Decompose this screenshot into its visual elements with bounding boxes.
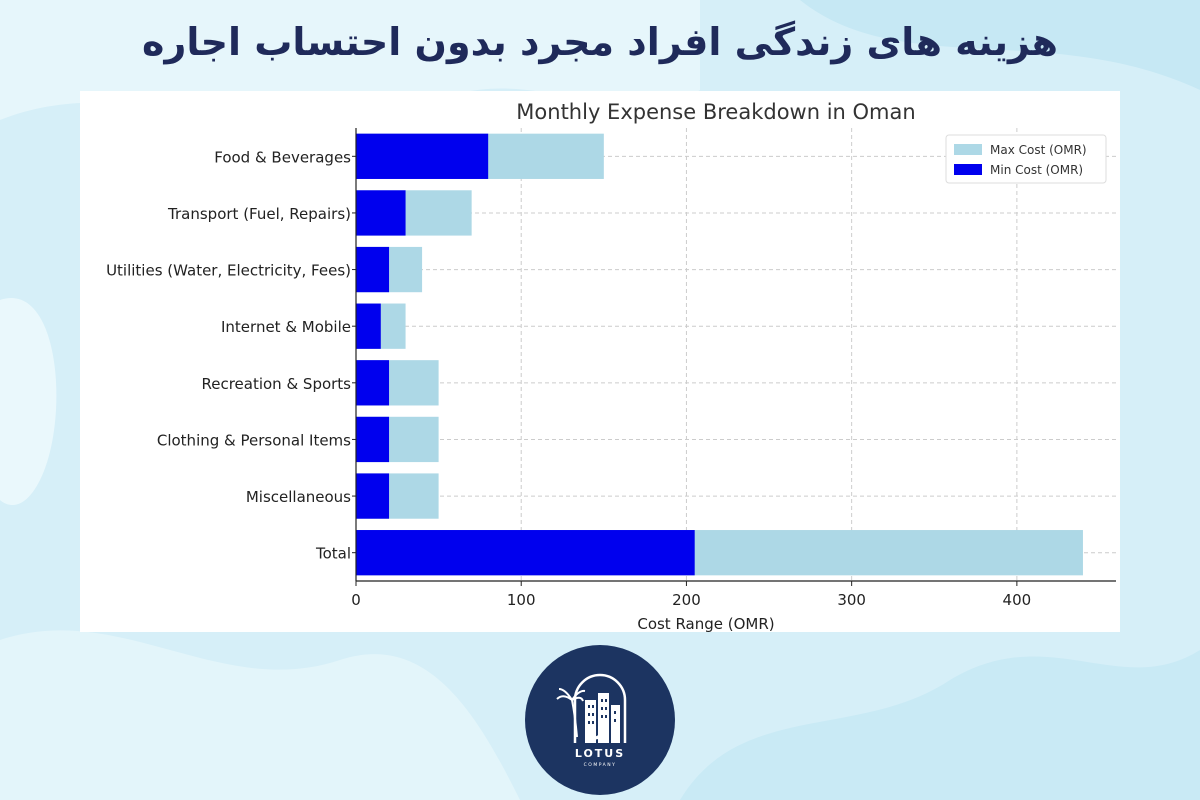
building-icon xyxy=(611,705,620,743)
bar-min-cost xyxy=(356,360,390,406)
x-tick-label: 300 xyxy=(837,591,866,609)
category-label: Internet & Mobile xyxy=(221,318,351,336)
legend-box xyxy=(945,134,1107,184)
x-tick-label: 100 xyxy=(507,591,536,609)
legend-swatch xyxy=(954,164,982,175)
logo-wordmark: LOTUS xyxy=(575,747,625,760)
category-label: Total xyxy=(315,545,351,563)
building-icon xyxy=(598,693,609,743)
bar-min-cost xyxy=(356,530,695,576)
category-label: Food & Beverages xyxy=(214,148,351,166)
bar-min-cost xyxy=(356,416,390,463)
legend-label: Min Cost (OMR) xyxy=(990,163,1083,177)
lotus-icon xyxy=(591,735,609,741)
legend-swatch xyxy=(954,144,982,155)
x-tick-label: 0 xyxy=(351,591,361,609)
palm-tree-icon xyxy=(571,699,578,738)
category-label: Transport (Fuel, Repairs) xyxy=(167,205,351,223)
expense-bar-chart: Monthly Expense Breakdown in Oman Food & … xyxy=(106,100,1116,632)
chart-panel: Monthly Expense Breakdown in Oman Food & … xyxy=(80,91,1120,632)
building-icon xyxy=(585,700,596,743)
bar-min-cost xyxy=(356,133,489,179)
x-tick-label: 400 xyxy=(1003,591,1032,609)
legend-label: Max Cost (OMR) xyxy=(990,143,1087,157)
bar-min-cost xyxy=(356,246,390,293)
logo-tagline: COMPANY xyxy=(584,762,617,768)
category-label: Recreation & Sports xyxy=(201,375,351,393)
page-title: هزینه های زندگی افراد مجرد بدون احتساب ا… xyxy=(142,20,1058,64)
x-axis-label: Cost Range (OMR) xyxy=(637,615,774,632)
bar-min-cost xyxy=(356,473,390,519)
bar-min-cost xyxy=(356,190,406,236)
category-label: Utilities (Water, Electricity, Fees) xyxy=(106,262,351,280)
bar-min-cost xyxy=(356,303,381,349)
logo-emblem: LOTUS COMPANY xyxy=(556,673,627,768)
arch-outline xyxy=(573,673,627,743)
chart-title: Monthly Expense Breakdown in Oman xyxy=(516,100,915,124)
x-tick-label: 200 xyxy=(672,591,701,609)
company-logo: LOTUS COMPANY xyxy=(525,645,675,795)
category-label: Clothing & Personal Items xyxy=(157,431,351,449)
category-label: Miscellaneous xyxy=(246,488,351,506)
